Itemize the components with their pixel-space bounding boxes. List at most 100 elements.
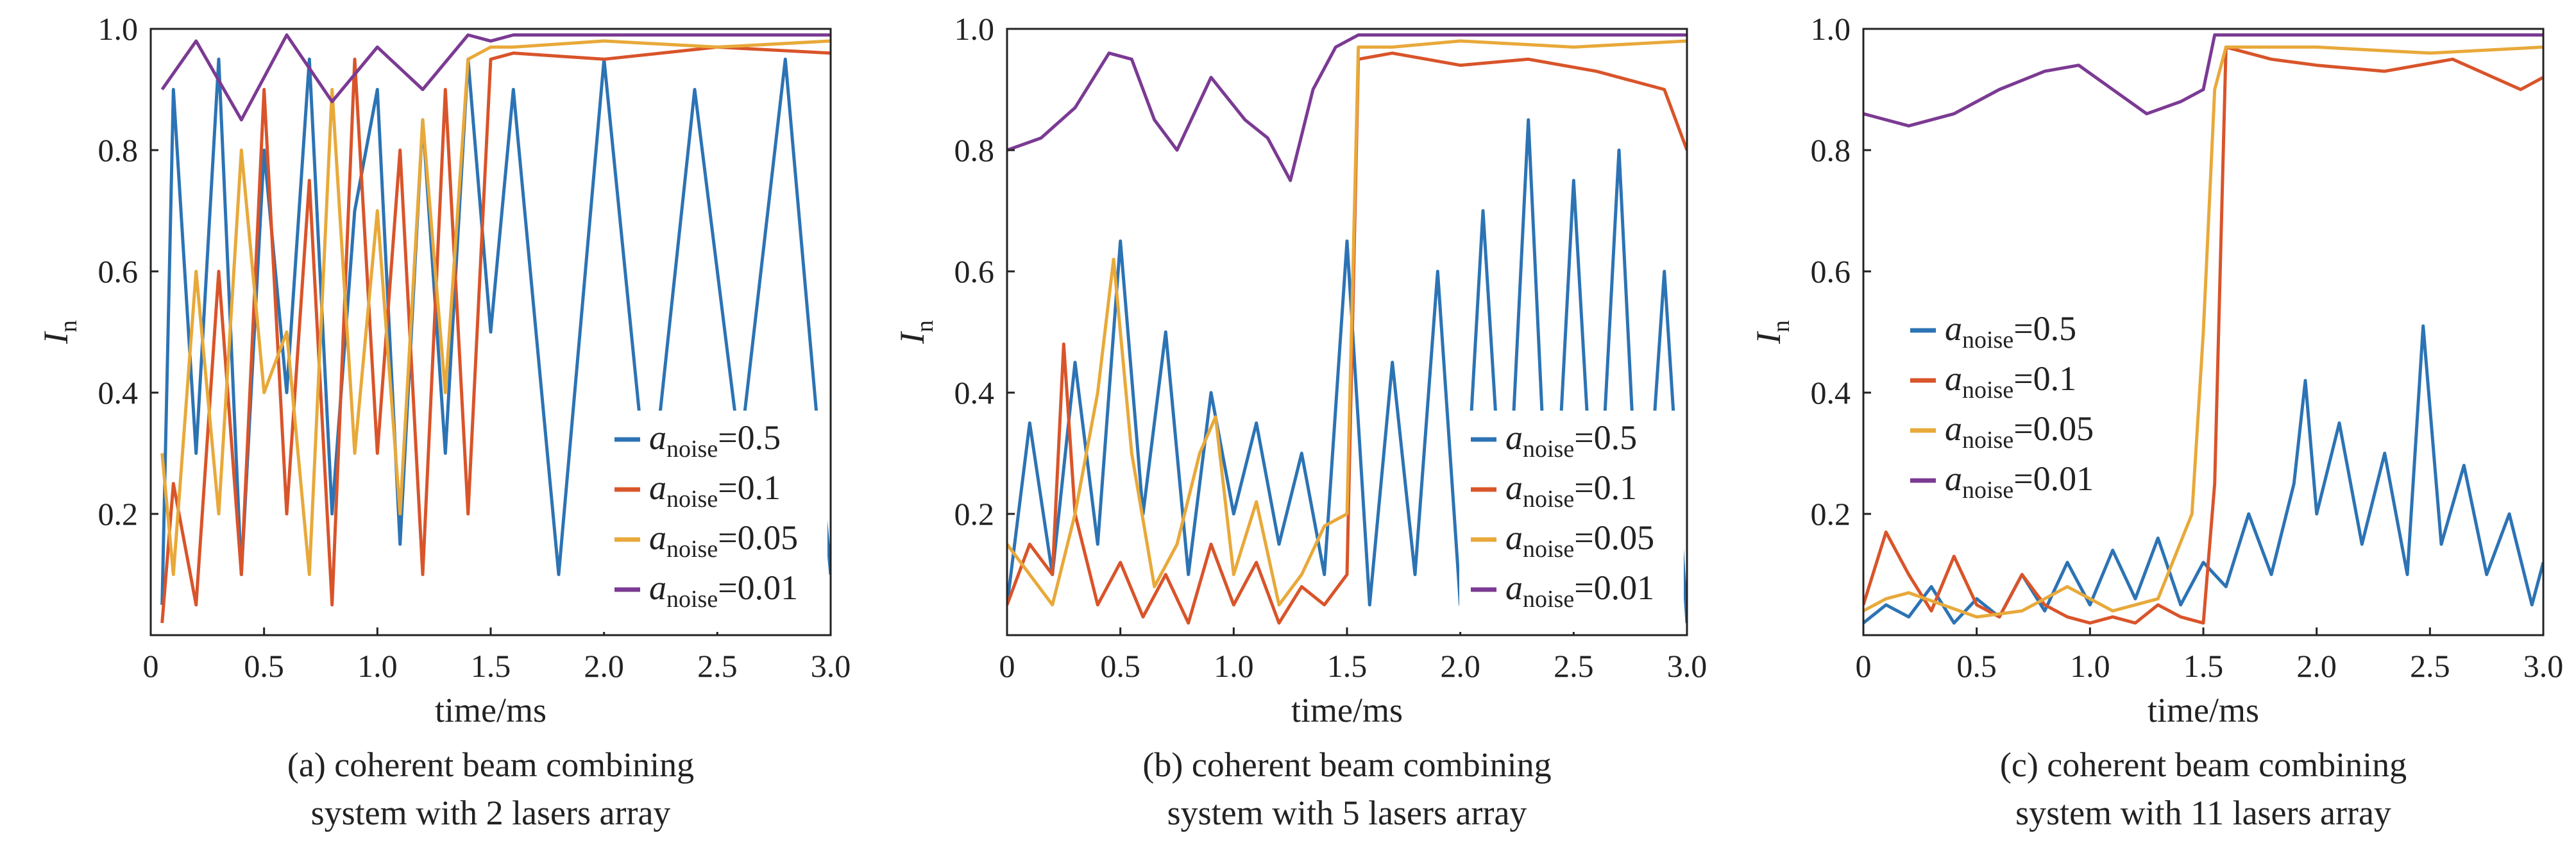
legend-box bbox=[1899, 302, 2130, 523]
legend-name-main: a bbox=[1945, 459, 1962, 498]
legend-name-main: a bbox=[1505, 418, 1523, 457]
x-tick-label: 1.5 bbox=[2183, 648, 2224, 684]
legend-name-sub: noise bbox=[666, 536, 718, 563]
legend-name-main: a bbox=[649, 418, 666, 457]
chart-panel-a: 0 0.5 1.0 1.5 2.0 2.5 3.0 0.2 0.4 0.6 0.8 1.0 time/m… bbox=[37, 11, 851, 832]
legend-entry: anoise=0.05 bbox=[649, 518, 798, 563]
x-tick-label: 3.0 bbox=[2523, 648, 2564, 684]
series-line-a0_1 bbox=[1863, 45, 2543, 625]
y-tick-label: 0.4 bbox=[954, 375, 995, 411]
legend: anoise=0.5anoise=0.1anoise=0.05anoise=0.… bbox=[1899, 302, 2130, 523]
legend-entry: anoise=0.05 bbox=[1505, 518, 1654, 563]
y-axis-title-main: I bbox=[1749, 330, 1788, 345]
panel-caption-line2: system with 2 lasers array bbox=[311, 794, 671, 832]
x-tick-label: 1.0 bbox=[357, 648, 398, 684]
series-line-a0_01 bbox=[1863, 33, 2543, 128]
x-tick-label: 2.5 bbox=[2410, 648, 2450, 684]
y-tick-label: 0.2 bbox=[954, 496, 995, 532]
legend-name-value: =0.01 bbox=[1574, 568, 1654, 607]
legend-name-sub: noise bbox=[666, 436, 718, 463]
legend-name-sub: noise bbox=[666, 486, 718, 513]
y-tick-label: 0.2 bbox=[1811, 496, 1851, 532]
legend-box bbox=[1459, 411, 1684, 632]
y-axis-title: In bbox=[893, 320, 938, 345]
legend-name-value: =0.5 bbox=[718, 418, 781, 457]
y-axis-title-main: I bbox=[893, 330, 931, 345]
y-tick-label: 1.0 bbox=[98, 11, 139, 47]
series-line-a0_01 bbox=[1007, 33, 1687, 182]
x-axis-title: time/ms bbox=[1291, 691, 1403, 729]
y-axis-title: In bbox=[1749, 320, 1795, 345]
legend-entry: anoise=0.1 bbox=[1945, 359, 2076, 404]
y-axis-title-sub: n bbox=[1768, 320, 1795, 332]
chart-panel-b: 0 0.5 1.0 1.5 2.0 2.5 3.0 0.2 0.4 0.6 0.8 1.0 time/m… bbox=[893, 11, 1707, 832]
series-line-a0_1 bbox=[160, 45, 831, 624]
x-tick-label: 2.0 bbox=[584, 648, 624, 684]
y-tick-label: 0.6 bbox=[1811, 253, 1851, 289]
x-tick-label: 0.5 bbox=[244, 648, 284, 684]
legend: anoise=0.5anoise=0.1anoise=0.05anoise=0.… bbox=[1459, 411, 1684, 632]
legend-name-main: a bbox=[649, 568, 666, 607]
legend-entry: anoise=0.5 bbox=[1945, 309, 2076, 354]
x-axis-title: time/ms bbox=[435, 691, 547, 729]
legend-name-main: a bbox=[1505, 568, 1523, 607]
legend-name-main: a bbox=[649, 468, 666, 507]
y-tick-label: 0.6 bbox=[954, 253, 995, 289]
series-line-a0_05 bbox=[1007, 39, 1687, 607]
x-tick-label: 0.5 bbox=[1956, 648, 1997, 684]
legend-name-main: a bbox=[1945, 359, 1962, 398]
series-group bbox=[1863, 33, 2543, 625]
legend-name-sub: noise bbox=[1523, 586, 1574, 613]
legend-entry: anoise=0.01 bbox=[1945, 459, 2094, 504]
legend-name-main: a bbox=[1505, 518, 1523, 557]
x-tick-label: 2.0 bbox=[2296, 648, 2337, 684]
x-tick-label: 1.0 bbox=[1214, 648, 1254, 684]
panel-caption-line1: (b) coherent beam combining bbox=[1142, 746, 1551, 784]
legend-name-sub: noise bbox=[666, 586, 718, 613]
x-tick-label: 0 bbox=[999, 648, 1015, 684]
legend-name-value: =0.1 bbox=[2013, 359, 2076, 398]
legend-name-sub: noise bbox=[1523, 486, 1574, 513]
x-tick-label: 2.5 bbox=[1554, 648, 1594, 684]
panel-caption-line2: system with 11 lasers array bbox=[2015, 794, 2391, 832]
panel-caption-line1: (c) coherent beam combining bbox=[2000, 746, 2407, 784]
legend-entry: anoise=0.01 bbox=[1505, 568, 1654, 613]
legend-name-value: =0.01 bbox=[718, 568, 798, 607]
series-line-a0_01 bbox=[160, 33, 831, 122]
legend: anoise=0.5anoise=0.1anoise=0.05anoise=0.… bbox=[603, 411, 827, 632]
legend-name-value: =0.5 bbox=[1574, 418, 1637, 457]
legend-name-sub: noise bbox=[1962, 477, 2013, 504]
y-tick-label: 1.0 bbox=[1811, 11, 1851, 47]
legend-name-main: a bbox=[1945, 309, 1962, 348]
y-tick-label: 0.2 bbox=[98, 496, 139, 532]
series-group bbox=[1007, 33, 1687, 625]
legend-entry: anoise=0.1 bbox=[649, 468, 781, 513]
y-axis-title: In bbox=[37, 320, 82, 345]
x-tick-label: 2.0 bbox=[1440, 648, 1480, 684]
x-tick-label: 3.0 bbox=[1667, 648, 1707, 684]
legend-name-main: a bbox=[1505, 468, 1523, 507]
legend-name-main: a bbox=[1945, 409, 1962, 448]
legend-name-main: a bbox=[649, 518, 666, 557]
legend-name-sub: noise bbox=[1962, 327, 2013, 354]
y-tick-label: 1.0 bbox=[954, 11, 995, 47]
legend-name-value: =0.5 bbox=[2013, 309, 2076, 348]
legend-name-sub: noise bbox=[1962, 427, 2013, 454]
legend-box bbox=[603, 411, 827, 632]
y-axis-title-sub: n bbox=[55, 320, 82, 332]
legend-name-value: =0.01 bbox=[2013, 459, 2094, 498]
x-tick-label: 0 bbox=[143, 648, 159, 684]
legend-name-value: =0.1 bbox=[1574, 468, 1637, 507]
y-tick-label: 0.8 bbox=[1811, 132, 1851, 168]
series-line-a0_05 bbox=[1863, 45, 2543, 619]
x-tick-label: 3.0 bbox=[811, 648, 851, 684]
y-axis-title-main: I bbox=[37, 330, 75, 345]
x-tick-label: 2.5 bbox=[697, 648, 738, 684]
y-tick-label: 0.4 bbox=[1811, 375, 1851, 411]
y-tick-label: 0.6 bbox=[98, 253, 139, 289]
series-line-a0_05 bbox=[160, 39, 831, 576]
y-axis-title-sub: n bbox=[911, 320, 938, 332]
legend-name-value: =0.05 bbox=[2013, 409, 2094, 448]
legend-name-sub: noise bbox=[1962, 377, 2013, 404]
